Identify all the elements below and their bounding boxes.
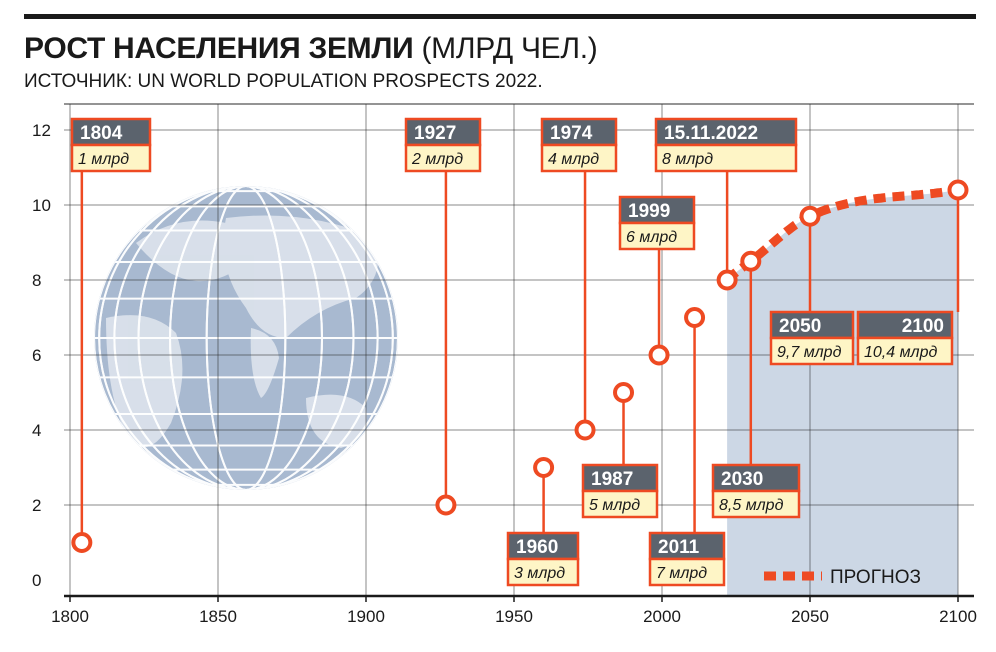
data-point [947, 179, 969, 201]
title-unit: (МЛРД ЧЕЛ.) [421, 32, 598, 65]
annotation-value: 1 млрд [78, 151, 129, 168]
x-tick-label: 1800 [51, 607, 89, 626]
annotation-value: 8 млрд [662, 151, 713, 168]
annotation-label: 1987 5 млрд [581, 463, 659, 519]
chart-title: РОСТ НАСЕЛЕНИЯ ЗЕМЛИ (МЛРД ЧЕЛ.) [24, 32, 598, 66]
annotation-label: 2030 8,5 млрд [711, 463, 801, 519]
y-tick-label: 10 [32, 196, 51, 215]
chart-subtitle: ИСТОЧНИК: UN WORLD POPULATION PROSPECTS … [24, 71, 543, 92]
forecast-line [724, 185, 959, 284]
x-tick-label: 2050 [791, 607, 829, 626]
x-tick-label: 2000 [643, 607, 681, 626]
annotation-value-box [581, 489, 659, 519]
annotation-layer: 1804 1 млрд 1927 2 млрд 1960 3 млрд 1974 4 млрд… [70, 117, 954, 587]
globe-icon [94, 186, 398, 490]
annotation-year: 2100 [902, 316, 944, 337]
annotation-label: 1927 2 млрд [404, 117, 482, 173]
axis-layer: 1800 1850 1900 1950 2000 2050 2100 0 2 4 6 8 10 12 [32, 121, 977, 626]
series-line-layer [724, 185, 959, 284]
annotation-value-box [654, 143, 798, 173]
data-point [684, 307, 706, 328]
legend-label: ПРОГНОЗ [830, 567, 921, 588]
annotation-value: 3 млрд [514, 565, 565, 582]
globe-meridian [98, 186, 394, 490]
annotation-year-box [581, 463, 659, 493]
annotation-value-box [856, 336, 954, 366]
annotation-label: 1974 4 млрд [540, 117, 618, 173]
annotation-year: 1999 [628, 201, 670, 222]
annotation-year: 1927 [414, 123, 456, 144]
top-rule [24, 14, 976, 19]
annotation-value-box [711, 489, 801, 519]
annotation-label: 2011 7 млрд [648, 531, 726, 587]
annotation-value-box [618, 221, 696, 251]
annotation-year: 1974 [550, 123, 593, 144]
leader-line-layer [80, 171, 960, 543]
annotation-value-box [769, 336, 855, 366]
y-tick-label: 8 [32, 271, 41, 290]
x-tick-label: 1900 [347, 607, 385, 626]
annotation-year: 2011 [658, 537, 700, 558]
annotation-value: 6 млрд [626, 229, 677, 246]
annotation-year-box [540, 117, 618, 147]
annotation-value-box [540, 143, 618, 173]
globe-meridian [137, 186, 355, 490]
data-point [740, 250, 762, 272]
data-point [533, 457, 555, 478]
x-tick-label: 1850 [199, 607, 237, 626]
annotation-value-box [70, 143, 152, 173]
annotation-value: 4 млрд [548, 151, 599, 168]
x-tick-label: 1950 [495, 607, 533, 626]
annotation-value-box [506, 557, 580, 587]
grid-layer [64, 103, 974, 596]
legend: ПРОГНОЗ [764, 567, 921, 588]
annotation-value: 5 млрд [589, 497, 640, 514]
globe-meridian [113, 186, 379, 490]
y-tick-label: 2 [32, 496, 41, 515]
data-point [648, 344, 670, 366]
annotation-year-box [654, 117, 798, 147]
title-main: РОСТ НАСЕЛЕНИЯ ЗЕМЛИ [24, 32, 414, 65]
annotation-year: 1804 [80, 123, 123, 144]
annotation-year-box [856, 310, 954, 340]
y-tick-label: 12 [32, 121, 51, 140]
annotation-value: 10,4 млрд [864, 344, 937, 361]
annotation-year: 1960 [516, 537, 558, 558]
annotation-value-box [648, 557, 726, 587]
data-point [716, 269, 738, 291]
land-europe [136, 220, 249, 282]
land-asia [223, 215, 379, 338]
data-point [71, 532, 93, 553]
data-point [613, 382, 635, 403]
annotation-value: 2 млрд [411, 151, 463, 168]
annotation-value-box [404, 143, 482, 173]
y-tick-label: 0 [32, 571, 41, 590]
annotation-label: 1999 6 млрд [618, 195, 696, 251]
globe-meridian [169, 186, 323, 490]
annotation-year: 2050 [779, 316, 821, 337]
annotation-year: 1987 [591, 469, 633, 490]
annotation-year: 2030 [721, 469, 763, 490]
land-india [250, 328, 279, 398]
annotation-label: 15.11.2022 8 млрд [654, 117, 798, 173]
data-point [574, 419, 596, 441]
data-point [435, 494, 457, 516]
annotation-label: 2100 10,4 млрд [856, 310, 954, 366]
x-tick-label: 2100 [939, 607, 977, 626]
globe-meridian [205, 186, 287, 490]
annotation-value: 7 млрд [656, 565, 707, 582]
y-tick-label: 6 [32, 346, 41, 365]
annotation-year: 15.11.2022 [664, 123, 758, 144]
y-tick-label: 4 [32, 421, 41, 440]
annotation-value: 8,5 млрд [719, 497, 784, 514]
point-layer [71, 179, 969, 553]
annotation-year-box [70, 117, 152, 147]
annotation-label: 1804 1 млрд [70, 117, 152, 173]
annotation-value: 9,7 млрд [777, 344, 842, 361]
annotation-label: 1960 3 млрд [506, 531, 580, 587]
annotation-label: 2050 9,7 млрд [769, 310, 855, 366]
data-point [799, 205, 821, 227]
